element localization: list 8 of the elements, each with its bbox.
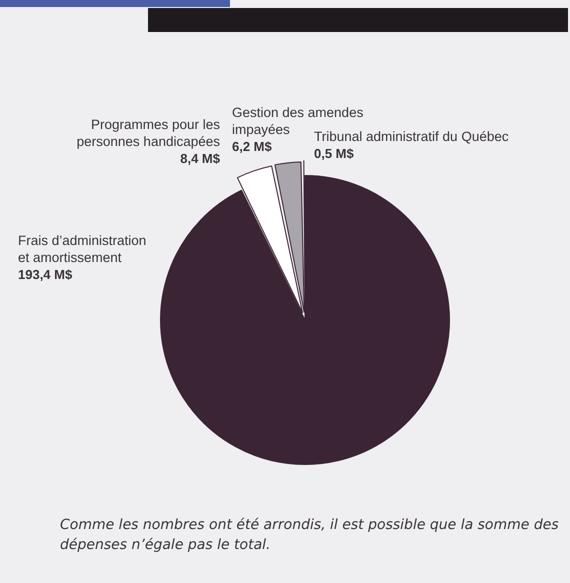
text: Comme les nombres ont été arrondis, il est possible que la somme des dépenses n’égale pas le total.	[60, 516, 560, 555]
data-label: 6,2 M$	[232, 139, 272, 154]
data-label: 8,4 M$	[180, 151, 220, 166]
data-label: 0,5 M$	[314, 146, 354, 161]
slice-label: Tribunal administratif du Québec	[314, 128, 510, 145]
slice-label: Programmes pour les personnes handicapées	[76, 116, 220, 150]
slice-label: Frais d’administration et amortissement	[18, 232, 148, 266]
data-label: 193,4 M$	[18, 267, 72, 282]
